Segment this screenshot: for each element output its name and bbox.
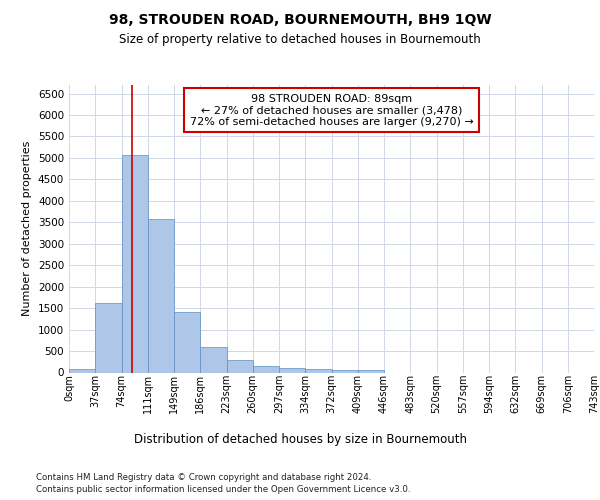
Bar xyxy=(200,347,227,372)
Bar xyxy=(227,360,253,372)
Bar xyxy=(95,302,121,372)
Bar xyxy=(69,370,95,372)
Text: Contains HM Land Registry data © Crown copyright and database right 2024.: Contains HM Land Registry data © Crown c… xyxy=(36,472,371,482)
Text: Size of property relative to detached houses in Bournemouth: Size of property relative to detached ho… xyxy=(119,32,481,46)
Bar xyxy=(121,154,148,372)
Bar xyxy=(279,368,305,372)
Bar xyxy=(148,220,174,372)
Bar xyxy=(358,370,384,372)
Text: 98, STROUDEN ROAD, BOURNEMOUTH, BH9 1QW: 98, STROUDEN ROAD, BOURNEMOUTH, BH9 1QW xyxy=(109,12,491,26)
Bar xyxy=(253,366,279,372)
Bar xyxy=(305,369,331,372)
Bar xyxy=(331,370,358,372)
Text: 98 STROUDEN ROAD: 89sqm
← 27% of detached houses are smaller (3,478)
72% of semi: 98 STROUDEN ROAD: 89sqm ← 27% of detache… xyxy=(190,94,473,127)
Text: Distribution of detached houses by size in Bournemouth: Distribution of detached houses by size … xyxy=(133,432,467,446)
Text: Contains public sector information licensed under the Open Government Licence v3: Contains public sector information licen… xyxy=(36,485,410,494)
Y-axis label: Number of detached properties: Number of detached properties xyxy=(22,141,32,316)
Bar xyxy=(174,312,200,372)
